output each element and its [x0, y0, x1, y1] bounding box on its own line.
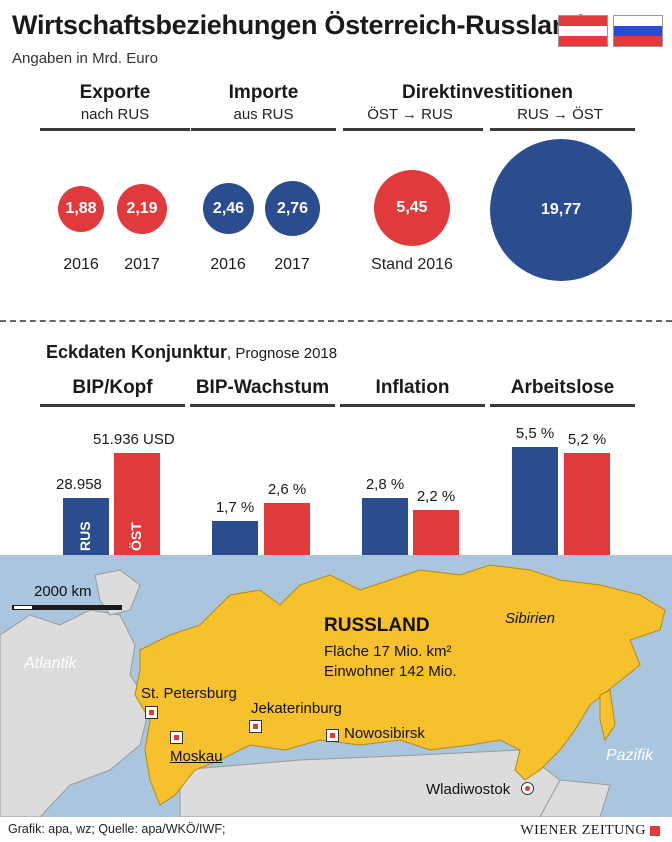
bip-wachstum-ost-label: 2,6 % — [267, 481, 307, 498]
city-moskau-marker — [170, 731, 183, 744]
russia-map: 2000 km RUSSLAND Fläche 17 Mio. km² Einw… — [0, 555, 672, 817]
imports-title: Importe — [228, 82, 299, 103]
fdi-title: Direktinvestitionen — [401, 82, 574, 103]
imports-year-2017: 2017 — [274, 256, 310, 273]
russia-flag-icon — [613, 15, 663, 47]
bip-kopf-ost-label: 51.936 USD — [93, 431, 175, 448]
map-sea-west-label: Atlantik — [24, 655, 77, 672]
bip-kopf-rus-bar: RUS — [63, 498, 109, 555]
arbeitslose-title: Arbeitslose — [510, 377, 615, 398]
fdi-rus-ost-value: 19,77 — [540, 201, 582, 218]
imports-subtitle: aus RUS — [233, 106, 294, 123]
arbeitslose-rule — [490, 404, 635, 407]
map-country-label: RUSSLAND — [324, 615, 430, 636]
fdi-ost-rus-value: 5,45 — [396, 199, 428, 216]
exports-title: Exporte — [79, 82, 151, 103]
city-jekaterinburg-label: Jekaterinburg — [251, 700, 342, 717]
inflation-rule — [340, 404, 485, 407]
fdi-subtitle-ost-rus: ÖST → RUS — [367, 106, 453, 123]
imports-2016-circle: 2,46 — [203, 183, 254, 234]
bip-kopf-rus-inbar: RUS — [77, 521, 93, 551]
imports-2017-circle: 2,76 — [265, 181, 320, 236]
brand-logo: WIENER ZEITUNG — [520, 823, 646, 838]
imports-year-2016: 2016 — [210, 256, 246, 273]
bip-kopf-ost-bar: ÖST — [114, 453, 160, 555]
bip-kopf-rule — [40, 404, 185, 407]
map-drawing — [0, 564, 666, 817]
exports-year-2016: 2016 — [63, 256, 99, 273]
exports-2016-circle: 1,88 — [58, 186, 104, 232]
bip-kopf-ost-inbar: ÖST — [128, 522, 144, 551]
map-scale-label: 2000 km — [34, 583, 92, 600]
map-population-label: Einwohner 142 Mio. — [324, 663, 457, 680]
footer-source: Grafik: apa, wz; Quelle: apa/WKÖ/IWF; — [8, 822, 226, 836]
arbeitslose-ost-bar — [564, 453, 610, 555]
section-divider — [0, 320, 672, 322]
fdi-rule-right — [490, 128, 635, 131]
fdi-rule-left — [343, 128, 483, 131]
city-nowosibirsk-marker — [326, 729, 339, 742]
bip-wachstum-rus-bar — [212, 521, 258, 555]
bip-wachstum-rus-label: 1,7 % — [215, 499, 255, 516]
bip-wachstum-ost-bar — [264, 503, 310, 555]
brand-square-icon — [650, 826, 660, 836]
bip-wachstum-rule — [190, 404, 335, 407]
exports-rule — [40, 128, 190, 131]
konjunktur-title: Eckdaten Konjunktur, Prognose 2018 — [46, 342, 337, 363]
city-nowosibirsk-label: Nowosibirsk — [344, 725, 425, 742]
city-wladiwostok-marker — [521, 782, 534, 795]
city-stpetersburg-marker — [145, 706, 158, 719]
city-moskau-label: Moskau — [170, 748, 223, 765]
konjunktur-note: , Prognose 2018 — [227, 345, 338, 362]
inflation-ost-bar — [413, 510, 459, 555]
arbeitslose-rus-label: 5,5 % — [515, 425, 555, 442]
exports-2017-value: 2,19 — [126, 200, 158, 217]
city-wladiwostok-label: Wladiwostok — [426, 781, 511, 798]
arbeitslose-ost-label: 5,2 % — [567, 431, 607, 448]
imports-2017-value: 2,76 — [276, 199, 309, 217]
imports-rule — [191, 128, 336, 131]
fdi-subtitle-rus-ost: RUS → ÖST — [517, 106, 603, 123]
map-sea-east-label: Pazifik — [606, 747, 654, 764]
imports-2016-value: 2,46 — [212, 199, 245, 217]
exports-year-2017: 2017 — [124, 256, 160, 273]
inflation-rus-bar — [362, 498, 408, 555]
fdi-stand-label: Stand 2016 — [371, 256, 453, 273]
exports-2017-circle: 2,19 — [117, 184, 167, 234]
bip-kopf-rus-label: 28.958 — [56, 476, 102, 493]
page-title: Wirtschaftsbeziehungen Österreich-Russla… — [12, 10, 585, 40]
arbeitslose-rus-bar — [512, 447, 558, 555]
fdi-ost-rus-circle: 5,45 — [374, 170, 450, 246]
map-region-label: Sibirien — [505, 610, 556, 627]
bip-kopf-title: BIP/Kopf — [72, 377, 153, 398]
fdi-rus-ost-circle: 19,77 — [490, 139, 632, 281]
inflation-rus-label: 2,8 % — [365, 476, 405, 493]
konjunktur-title-text: Eckdaten Konjunktur — [46, 342, 228, 362]
map-area-label: Fläche 17 Mio. km² — [324, 643, 452, 660]
exports-2016-value: 1,88 — [65, 200, 97, 217]
city-stpetersburg-label: St. Petersburg — [141, 685, 237, 702]
austria-flag-icon — [558, 15, 608, 47]
page-subtitle: Angaben in Mrd. Euro — [12, 50, 158, 67]
exports-subtitle: nach RUS — [80, 106, 150, 123]
bip-wachstum-title: BIP-Wachstum — [195, 377, 330, 398]
inflation-title: Inflation — [375, 377, 450, 398]
inflation-ost-label: 2,2 % — [416, 488, 456, 505]
city-jekaterinburg-marker — [249, 720, 262, 733]
